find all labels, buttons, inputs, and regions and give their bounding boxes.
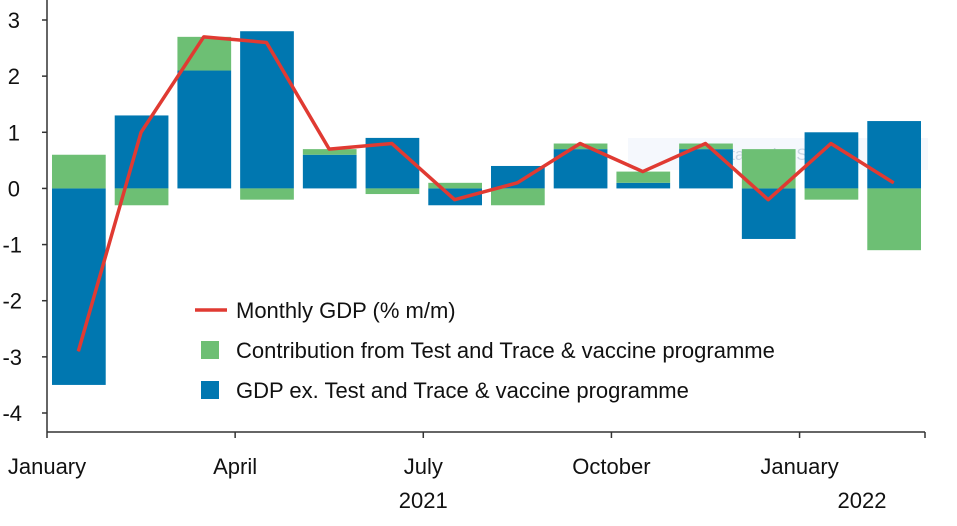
bar-gdp-ex-tt	[240, 31, 294, 189]
monthly-gdp-point	[830, 143, 832, 145]
legend-box-swatch	[201, 381, 219, 399]
monthly-gdp-point	[203, 36, 205, 38]
bar-gdp-ex-tt	[679, 149, 733, 189]
monthly-gdp-point	[767, 199, 769, 201]
monthly-gdp-point	[579, 143, 581, 145]
y-tick-label: -3	[2, 345, 22, 370]
y-tick-label: 3	[8, 8, 20, 33]
bar-test-trace-contribution	[365, 188, 420, 195]
y-tick-label: -2	[2, 289, 22, 314]
monthly-gdp-point	[77, 350, 79, 352]
bar-test-trace-contribution	[867, 188, 921, 251]
bar-test-trace-contribution	[240, 188, 294, 200]
x-year-label: 2021	[399, 488, 448, 513]
bar-test-trace-contribution	[428, 182, 482, 189]
bar-gdp-ex-tt	[177, 70, 232, 189]
monthly-gdp-point	[642, 171, 644, 173]
x-tick-label: October	[572, 454, 650, 479]
bar-gdp-ex-tt	[302, 154, 357, 189]
y-tick-label: -4	[2, 401, 22, 426]
monthly-gdp-point	[516, 182, 518, 184]
monthly-gdp-point	[266, 41, 267, 43]
bar-gdp-ex-tt	[491, 165, 545, 189]
monthly-gdp-line	[76, 35, 895, 352]
monthly-gdp-point	[893, 182, 895, 184]
monthly-gdp-point	[705, 143, 706, 145]
y-tick-label: 0	[8, 176, 20, 201]
bar-gdp-ex-tt	[616, 182, 671, 189]
legend-label: GDP ex. Test and Trace & vaccine program…	[236, 378, 689, 403]
bar-gdp-ex-tt	[741, 188, 796, 239]
x-tick-label: January	[760, 454, 838, 479]
x-tick-label: January	[8, 454, 86, 479]
y-tick-label: 1	[8, 120, 20, 145]
bar-gdp-ex-tt	[428, 188, 482, 206]
bar-gdp-ex-tt	[114, 115, 169, 189]
bar-test-trace-contribution	[114, 188, 169, 206]
bar-test-trace-contribution	[491, 188, 545, 206]
legend-label: Monthly GDP (% m/m)	[236, 298, 456, 323]
x-year-label: 2022	[838, 488, 887, 513]
monthly-gdp-point	[140, 131, 142, 133]
legend-label: Contribution from Test and Trace & vacci…	[236, 338, 775, 363]
bar-test-trace-contribution	[52, 154, 106, 189]
bar-test-trace-contribution	[553, 143, 608, 150]
x-tick-label: April	[213, 454, 257, 479]
bar-test-trace-contribution	[616, 171, 671, 183]
monthly-gdp-point	[391, 143, 393, 145]
bar-gdp-ex-tt	[867, 121, 921, 189]
legend-box-swatch	[201, 341, 219, 359]
bar-test-trace-contribution	[804, 188, 859, 200]
y-tick-label: 2	[8, 64, 20, 89]
monthly-gdp-point	[328, 148, 330, 150]
x-tick-label: July	[404, 454, 443, 479]
monthly-gdp-point	[454, 199, 456, 201]
y-tick-label: -1	[2, 233, 22, 258]
bar-test-trace-contribution	[679, 143, 733, 150]
bar-test-trace-contribution	[302, 149, 357, 155]
